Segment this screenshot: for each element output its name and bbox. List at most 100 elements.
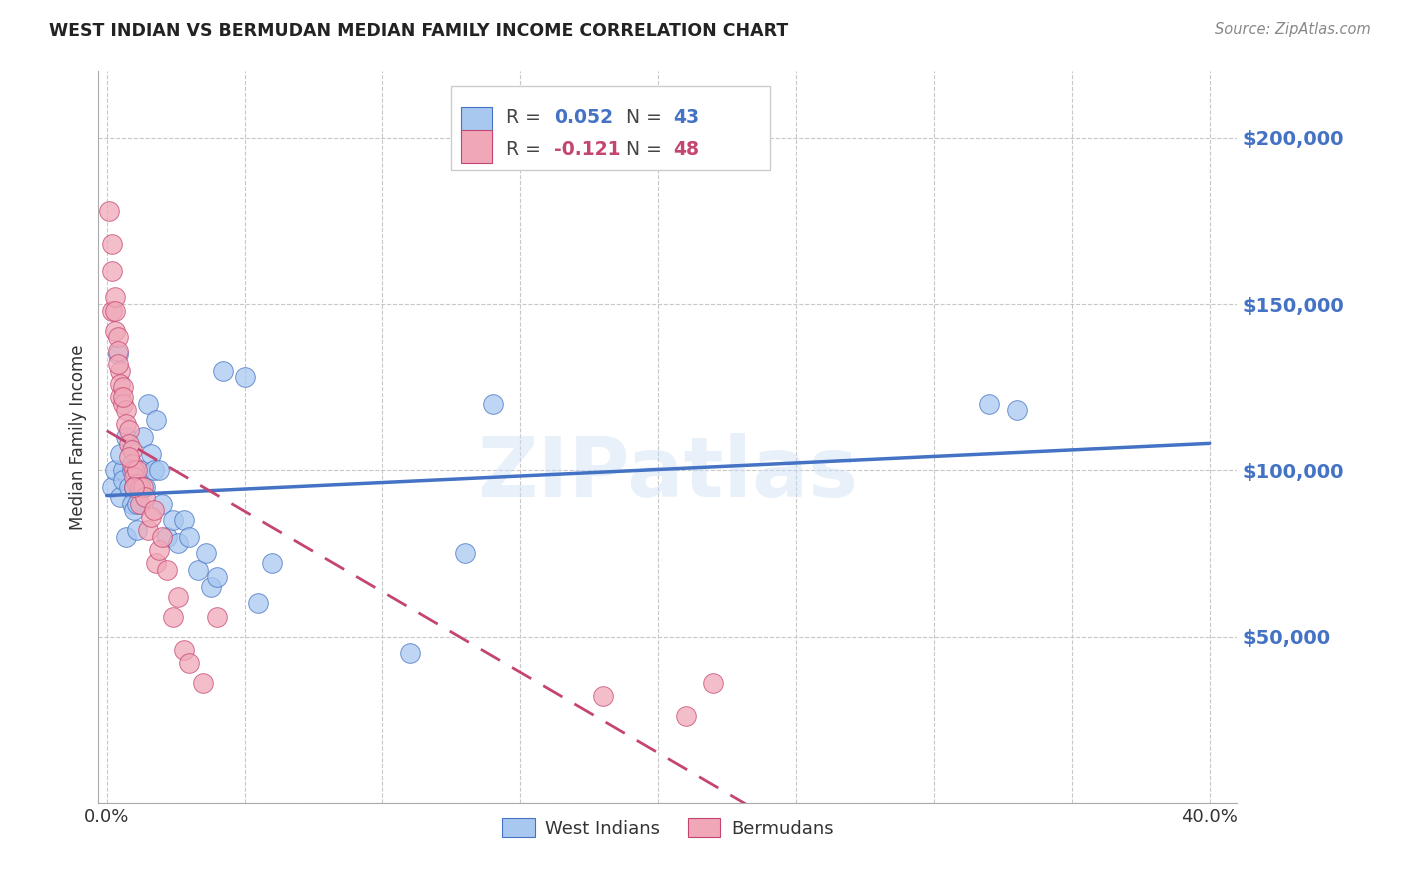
Text: 43: 43 [673, 108, 700, 127]
Point [121, 497, 143, 511]
Point [107, 330, 129, 344]
Point [162, 609, 184, 624]
Point [112, 380, 135, 394]
Text: N =: N = [626, 139, 668, 159]
Text: N =: N = [626, 108, 668, 127]
Point [977, 397, 1000, 411]
Point [104, 463, 127, 477]
Point [399, 646, 422, 660]
Point [454, 546, 477, 560]
Text: WEST INDIAN VS BERMUDAN MEDIAN FAMILY INCOME CORRELATION CHART: WEST INDIAN VS BERMUDAN MEDIAN FAMILY IN… [49, 22, 789, 40]
Point [112, 473, 135, 487]
Point [115, 430, 138, 444]
Point [173, 643, 195, 657]
Point [121, 463, 143, 477]
Point [173, 513, 195, 527]
Text: R =: R = [506, 108, 547, 127]
Point [142, 463, 165, 477]
FancyBboxPatch shape [461, 107, 492, 140]
Text: -0.121: -0.121 [554, 139, 620, 159]
Point [150, 530, 173, 544]
Point [167, 536, 190, 550]
Point [145, 413, 167, 427]
Point [179, 530, 201, 544]
Point [150, 497, 173, 511]
Point [194, 546, 217, 560]
Point [134, 480, 156, 494]
Point [107, 347, 129, 361]
FancyBboxPatch shape [461, 130, 492, 163]
Point [125, 497, 148, 511]
Point [128, 463, 150, 477]
Point [110, 363, 132, 377]
Point [193, 676, 215, 690]
Point [110, 490, 132, 504]
Point [122, 480, 145, 494]
Point [101, 264, 124, 278]
Text: 48: 48 [673, 139, 700, 159]
Point [125, 476, 148, 491]
Point [128, 480, 150, 494]
Point [156, 563, 179, 577]
Point [200, 580, 222, 594]
Point [139, 447, 162, 461]
Point [121, 443, 143, 458]
Point [104, 324, 127, 338]
Point [125, 463, 148, 477]
Text: Source: ZipAtlas.com: Source: ZipAtlas.com [1215, 22, 1371, 37]
Point [101, 480, 124, 494]
Point [112, 463, 135, 477]
Point [148, 463, 170, 477]
Legend: West Indians, Bermudans: West Indians, Bermudans [495, 811, 841, 845]
Point [122, 470, 145, 484]
Point [121, 457, 143, 471]
Point [162, 513, 184, 527]
Point [134, 490, 156, 504]
Point [592, 690, 614, 704]
Point [110, 390, 132, 404]
Point [122, 503, 145, 517]
Point [118, 436, 141, 450]
Point [101, 237, 124, 252]
Point [211, 363, 233, 377]
Text: ZIPatlas: ZIPatlas [478, 434, 858, 514]
Point [125, 523, 148, 537]
Point [205, 570, 228, 584]
Point [110, 376, 132, 391]
Point [167, 590, 190, 604]
Point [136, 523, 159, 537]
Point [98, 204, 121, 219]
Point [702, 676, 724, 690]
Point [118, 450, 141, 464]
Point [128, 497, 150, 511]
Point [115, 403, 138, 417]
Point [675, 709, 697, 723]
Point [233, 370, 256, 384]
Point [131, 480, 153, 494]
Point [104, 303, 127, 318]
Point [122, 463, 145, 477]
Y-axis label: Median Family Income: Median Family Income [69, 344, 87, 530]
Point [139, 509, 162, 524]
Point [112, 397, 135, 411]
Text: R =: R = [506, 139, 547, 159]
Point [481, 397, 503, 411]
Point [107, 343, 129, 358]
Point [187, 563, 209, 577]
Point [104, 290, 127, 304]
Point [145, 557, 167, 571]
Point [179, 656, 201, 670]
Point [107, 357, 129, 371]
Point [112, 390, 135, 404]
Point [156, 530, 179, 544]
Point [1005, 403, 1028, 417]
Point [247, 596, 270, 610]
FancyBboxPatch shape [451, 86, 770, 170]
Text: 0.052: 0.052 [554, 108, 613, 127]
Point [110, 447, 132, 461]
Point [118, 424, 141, 438]
Point [101, 303, 124, 318]
Point [115, 530, 138, 544]
Point [122, 480, 145, 494]
Point [118, 480, 141, 494]
